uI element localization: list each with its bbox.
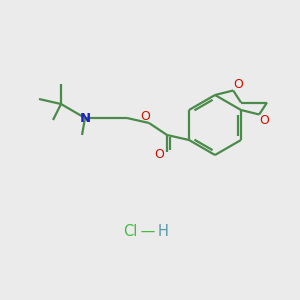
Text: —: — — [136, 224, 160, 239]
Text: Cl: Cl — [123, 224, 137, 239]
Text: O: O — [154, 148, 164, 161]
Text: H: H — [158, 224, 168, 239]
Text: O: O — [259, 114, 269, 127]
Text: O: O — [140, 110, 150, 122]
Text: O: O — [233, 78, 243, 91]
Text: N: N — [80, 112, 91, 124]
